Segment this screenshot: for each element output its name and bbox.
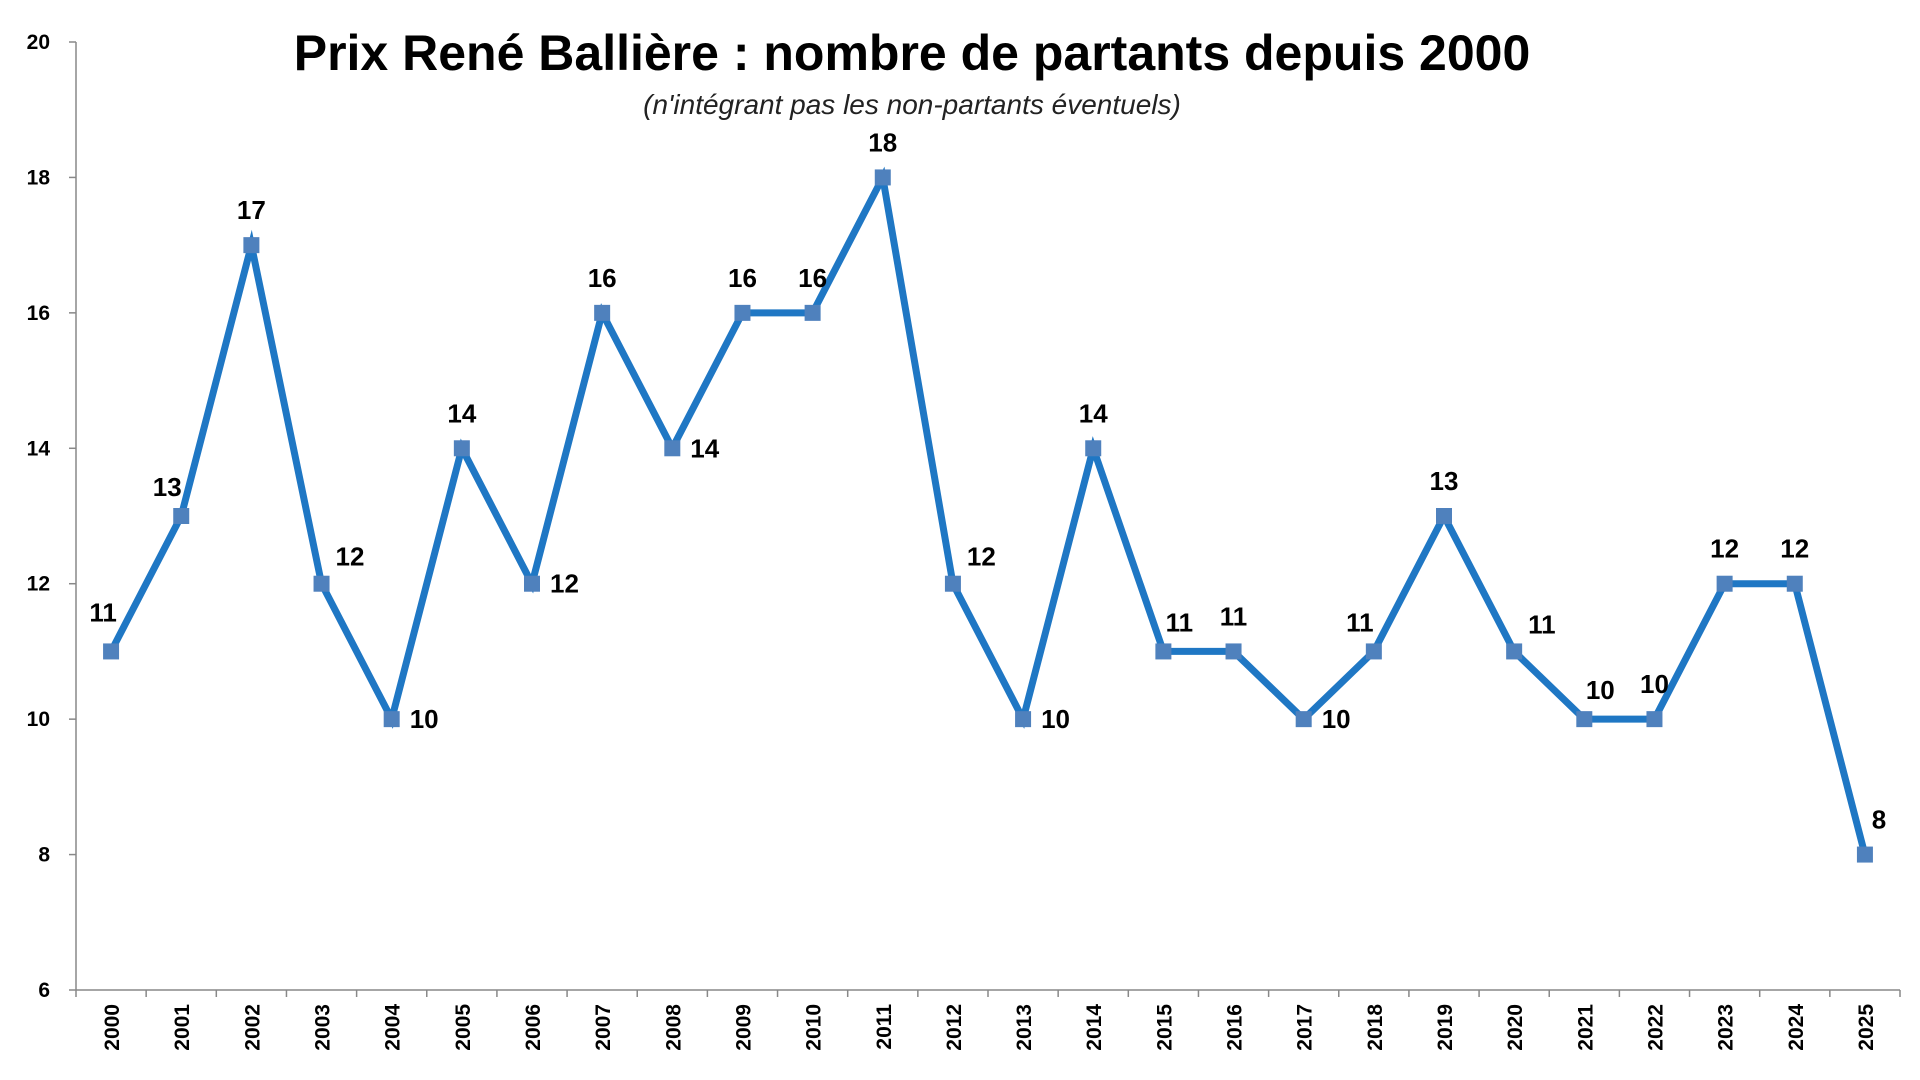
data-point-marker — [1015, 711, 1032, 728]
x-tick-label: 2000 — [101, 1004, 124, 1051]
data-label: 11 — [1220, 601, 1248, 631]
data-label: 16 — [798, 263, 827, 293]
data-point-marker — [1295, 711, 1312, 728]
data-point-marker — [103, 643, 120, 660]
x-tick-label: 2011 — [873, 1004, 896, 1050]
data-label: 12 — [967, 542, 996, 572]
data-label: 10 — [1640, 669, 1669, 699]
x-tick-label: 2010 — [803, 1004, 826, 1051]
data-point-marker — [944, 575, 961, 592]
y-tick-label: 20 — [27, 31, 50, 54]
data-label: 12 — [1710, 534, 1739, 564]
data-label: 8 — [1872, 805, 1886, 835]
y-tick-label: 12 — [27, 573, 50, 596]
x-tick-label: 2017 — [1294, 1004, 1317, 1051]
data-point-marker — [1225, 643, 1242, 660]
x-tick-label: 2004 — [382, 1004, 405, 1051]
data-label: 10 — [1586, 675, 1615, 705]
data-label: 16 — [588, 263, 617, 293]
data-label: 10 — [1322, 704, 1351, 734]
data-label: 14 — [447, 398, 476, 428]
data-point-marker — [1085, 440, 1102, 457]
data-label: 11 — [89, 597, 117, 627]
chart-subtitle: (n'intégrant pas les non-partants éventu… — [643, 89, 1181, 120]
data-label: 14 — [690, 433, 719, 463]
data-label: 14 — [1079, 398, 1108, 428]
data-point-marker — [874, 169, 891, 186]
data-label: 13 — [1430, 466, 1459, 496]
y-tick-label: 14 — [27, 437, 51, 460]
x-tick-label: 2025 — [1855, 1004, 1878, 1051]
data-point-marker — [664, 440, 681, 457]
data-label: 17 — [237, 195, 266, 225]
x-tick-label: 2024 — [1785, 1004, 1808, 1051]
y-tick-label: 16 — [27, 302, 50, 325]
data-point-marker — [804, 304, 821, 321]
x-tick-label: 2006 — [522, 1004, 545, 1051]
series-line — [107, 166, 1869, 856]
data-label: 10 — [1041, 704, 1070, 734]
data-label: 18 — [868, 127, 897, 157]
data-point-marker — [1786, 575, 1803, 592]
x-tick-label: 2023 — [1715, 1004, 1738, 1051]
data-point-marker — [1155, 643, 1172, 660]
data-point-marker — [1856, 846, 1873, 863]
x-tick-label: 2016 — [1224, 1004, 1247, 1051]
x-tick-label: 2005 — [452, 1004, 475, 1051]
x-tick-label: 2018 — [1364, 1004, 1387, 1051]
y-tick-label: 18 — [27, 166, 51, 189]
data-point-marker — [524, 575, 540, 592]
data-point-marker — [243, 237, 260, 254]
x-tick-label: 2001 — [171, 1004, 194, 1051]
data-label: 12 — [336, 542, 365, 572]
x-tick-label: 2002 — [241, 1004, 264, 1051]
data-point-marker — [173, 508, 190, 524]
x-tick-label: 2020 — [1504, 1004, 1527, 1051]
x-tick-label: 2014 — [1083, 1004, 1106, 1051]
data-point-marker — [453, 440, 470, 457]
y-tick-label: 10 — [27, 708, 50, 731]
y-tick-label: 6 — [38, 979, 50, 1002]
y-tick-label: 8 — [38, 844, 50, 867]
x-tick-label: 2003 — [312, 1004, 335, 1051]
data-point-marker — [1506, 643, 1523, 660]
x-tick-label: 2013 — [1013, 1004, 1036, 1051]
data-label: 11 — [1346, 607, 1374, 637]
data-label: 16 — [728, 263, 757, 293]
data-point-marker — [1646, 711, 1663, 728]
data-label: 11 — [1528, 609, 1556, 639]
data-label: 13 — [153, 472, 182, 502]
data-point-marker — [734, 304, 751, 321]
chart-title: Prix René Ballière : nombre de partants … — [294, 25, 1531, 81]
data-label: 10 — [410, 704, 439, 734]
data-point-marker — [1576, 711, 1593, 728]
x-tick-label: 2012 — [943, 1004, 966, 1051]
data-point-marker — [313, 575, 330, 592]
data-point-marker — [1716, 575, 1733, 592]
x-tick-label: 2008 — [662, 1004, 685, 1051]
data-point-marker — [1436, 508, 1452, 524]
data-label: 11 — [1166, 607, 1194, 637]
data-point-marker — [383, 711, 400, 728]
x-tick-label: 2015 — [1153, 1004, 1176, 1051]
x-tick-label: 2021 — [1574, 1004, 1597, 1051]
data-label: 12 — [1780, 534, 1809, 564]
data-point-marker — [1365, 643, 1382, 660]
x-tick-label: 2009 — [732, 1004, 755, 1051]
data-point-marker — [594, 304, 611, 321]
x-tick-label: 2022 — [1644, 1004, 1667, 1051]
x-tick-label: 2019 — [1434, 1004, 1457, 1051]
data-label: 12 — [550, 569, 579, 599]
x-tick-label: 2007 — [592, 1004, 615, 1051]
